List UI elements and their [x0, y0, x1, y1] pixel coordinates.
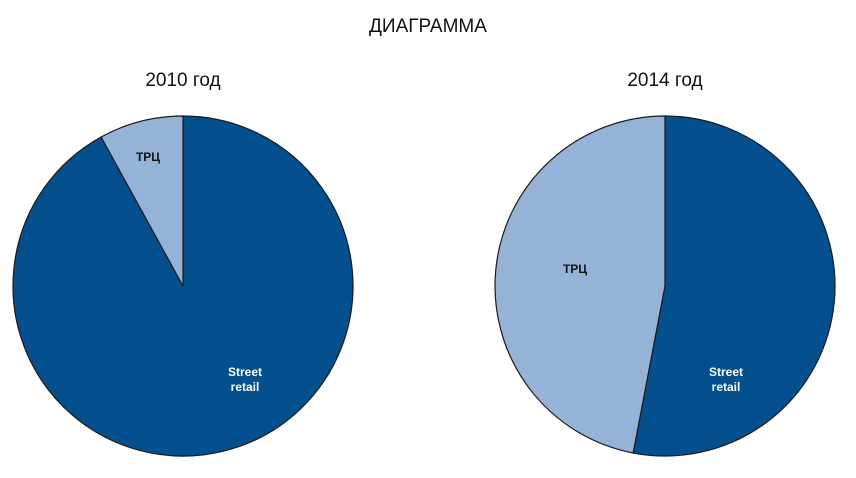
pie-2014-label-street-line2: retail [711, 380, 741, 394]
slice-street-retail [12, 115, 354, 457]
pie-2010-label-street-line1: Street [227, 365, 262, 379]
pie-2014 [494, 115, 836, 457]
pie-2014-label-trc: ТРЦ [562, 262, 588, 276]
pie-title-2010: 2010 год [145, 70, 221, 91]
chart-title: ДИАГРАММА [369, 16, 487, 37]
pie-title-2014: 2014 год [627, 70, 703, 91]
pie-2014-label-street-line1: Street [708, 365, 743, 379]
slice-street-retail [632, 115, 836, 457]
pie-2010-label-street-line2: retail [230, 380, 260, 394]
slice-trc [494, 115, 666, 454]
slice-trc [100, 115, 184, 287]
pie-2010-label-trc: ТРЦ [135, 150, 161, 164]
pie-2010 [12, 115, 354, 457]
pie-2014-label-street-retail: Street retail [696, 365, 756, 395]
pie-2010-label-street-retail: Street retail [215, 365, 275, 395]
